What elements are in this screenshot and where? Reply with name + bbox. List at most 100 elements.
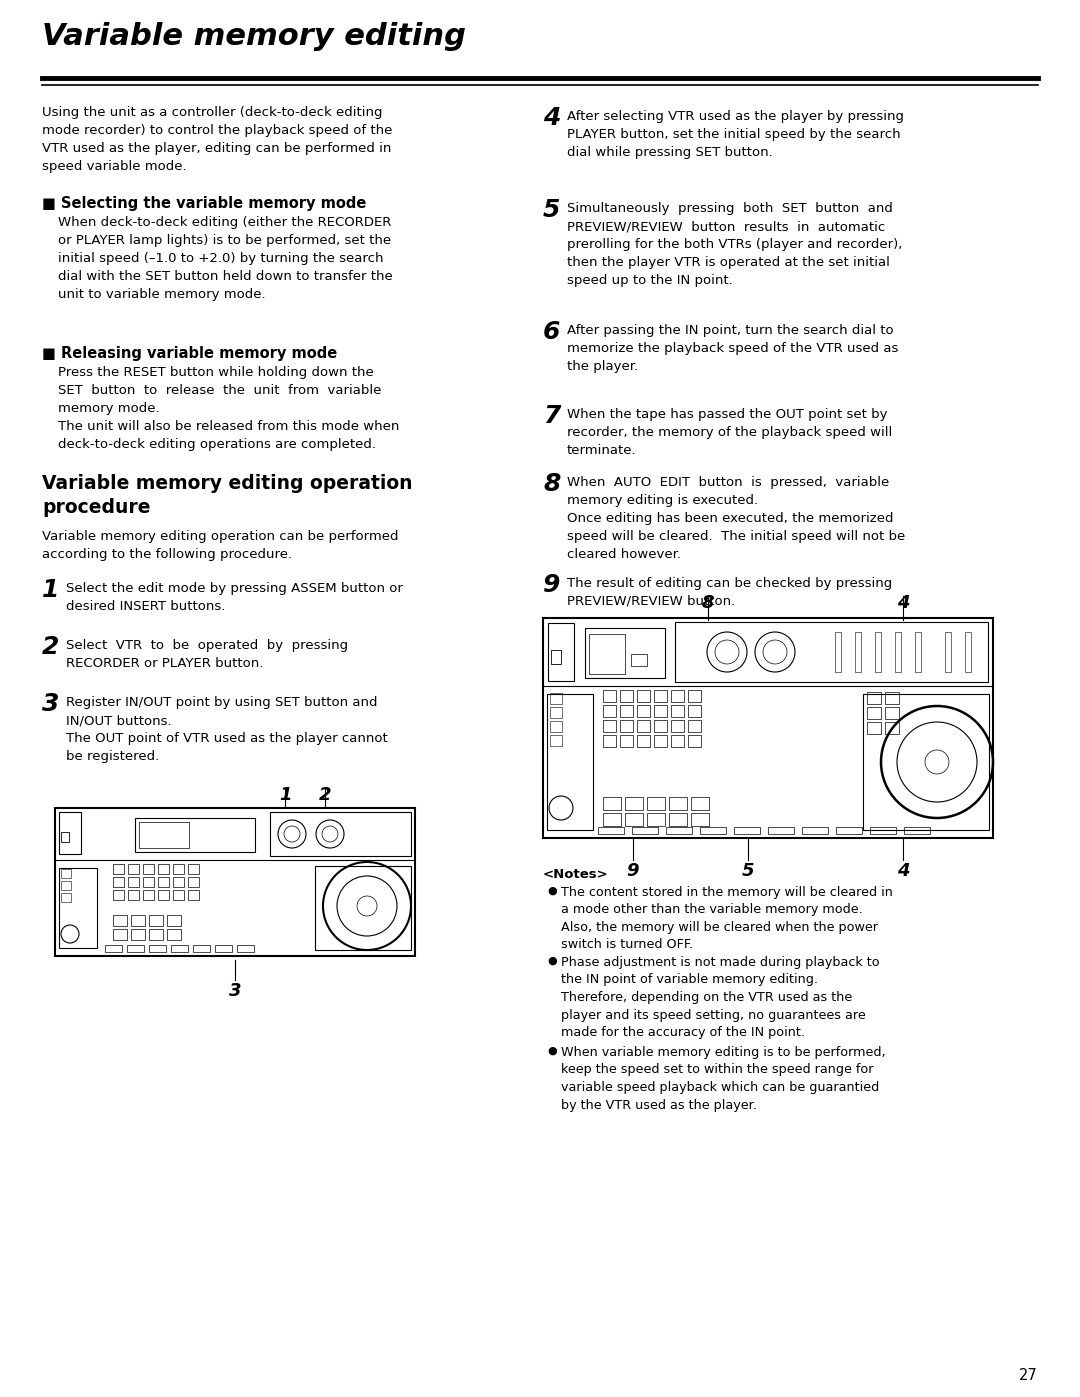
Bar xyxy=(867,707,881,719)
Bar xyxy=(59,812,81,854)
Bar xyxy=(904,827,930,834)
Text: 4: 4 xyxy=(896,594,909,612)
Bar xyxy=(173,890,184,900)
Bar xyxy=(885,692,899,704)
Bar xyxy=(131,929,145,940)
Text: Simultaneously  pressing  both  SET  button  and
PREVIEW/REVIEW  button  results: Simultaneously pressing both SET button … xyxy=(567,203,903,286)
Text: After selecting VTR used as the player by pressing
PLAYER button, set the initia: After selecting VTR used as the player b… xyxy=(567,110,904,159)
Bar xyxy=(647,798,665,810)
Bar xyxy=(863,694,989,830)
Bar xyxy=(637,719,650,732)
Bar xyxy=(143,863,154,875)
Bar xyxy=(149,915,163,926)
Bar xyxy=(548,623,573,680)
Bar xyxy=(945,631,951,672)
Bar xyxy=(625,798,643,810)
Bar xyxy=(113,863,124,875)
Text: 4: 4 xyxy=(543,106,561,130)
Bar xyxy=(671,735,684,747)
Bar xyxy=(60,869,71,877)
Text: 27: 27 xyxy=(1020,1368,1038,1383)
Bar xyxy=(620,690,633,703)
Bar xyxy=(598,827,624,834)
Text: 9: 9 xyxy=(543,573,561,597)
Bar xyxy=(546,694,593,830)
Bar xyxy=(867,722,881,733)
Bar xyxy=(870,827,896,834)
Bar xyxy=(620,719,633,732)
Bar xyxy=(647,813,665,826)
Bar xyxy=(60,893,71,902)
Bar xyxy=(188,890,199,900)
Text: 1: 1 xyxy=(42,578,59,602)
Text: ●: ● xyxy=(546,1046,557,1056)
Bar xyxy=(603,690,616,703)
Bar xyxy=(171,944,188,951)
Bar xyxy=(105,944,122,951)
Bar xyxy=(149,929,163,940)
Bar xyxy=(589,634,625,673)
Bar xyxy=(654,719,667,732)
Text: ●: ● xyxy=(546,956,557,965)
Bar xyxy=(669,813,687,826)
Bar xyxy=(625,813,643,826)
Text: Register IN/OUT point by using SET button and
IN/OUT buttons.
The OUT point of V: Register IN/OUT point by using SET butto… xyxy=(66,696,388,763)
Bar xyxy=(675,622,988,682)
Bar xyxy=(603,813,621,826)
Bar xyxy=(550,693,562,704)
Text: Variable memory editing operation
procedure: Variable memory editing operation proced… xyxy=(42,474,413,517)
Bar xyxy=(188,877,199,887)
Bar xyxy=(855,631,861,672)
Text: ■ Selecting the variable memory mode: ■ Selecting the variable memory mode xyxy=(42,196,366,211)
Bar xyxy=(55,807,415,956)
Bar xyxy=(550,707,562,718)
Bar xyxy=(167,929,181,940)
Text: 3: 3 xyxy=(42,692,59,717)
Bar xyxy=(691,798,708,810)
Bar xyxy=(113,915,127,926)
Bar xyxy=(158,877,168,887)
Bar xyxy=(915,631,921,672)
Bar xyxy=(632,827,658,834)
Bar xyxy=(543,617,993,838)
Bar xyxy=(666,827,692,834)
Bar xyxy=(671,719,684,732)
Bar xyxy=(671,705,684,717)
Bar xyxy=(669,798,687,810)
Bar xyxy=(637,690,650,703)
Bar xyxy=(603,719,616,732)
Bar xyxy=(603,798,621,810)
Bar xyxy=(734,827,760,834)
Bar xyxy=(127,944,144,951)
Bar xyxy=(654,735,667,747)
Bar xyxy=(603,705,616,717)
Text: Select the edit mode by pressing ASSEM button or
desired INSERT buttons.: Select the edit mode by pressing ASSEM b… xyxy=(66,583,403,613)
Bar xyxy=(620,735,633,747)
Text: The content stored in the memory will be cleared in
a mode other than the variab: The content stored in the memory will be… xyxy=(561,886,893,951)
Bar xyxy=(315,866,411,950)
Text: Using the unit as a controller (deck-to-deck editing
mode recorder) to control t: Using the unit as a controller (deck-to-… xyxy=(42,106,392,173)
Bar xyxy=(688,690,701,703)
Bar xyxy=(131,915,145,926)
Bar xyxy=(270,812,411,856)
Bar xyxy=(173,877,184,887)
Bar xyxy=(193,944,210,951)
Bar xyxy=(654,690,667,703)
Bar xyxy=(129,877,139,887)
Text: The result of editing can be checked by pressing
PREVIEW/REVIEW button.: The result of editing can be checked by … xyxy=(567,577,892,608)
Bar xyxy=(603,735,616,747)
Bar xyxy=(585,629,665,678)
Bar xyxy=(129,890,139,900)
Bar xyxy=(654,705,667,717)
Text: 1: 1 xyxy=(279,787,292,805)
Bar xyxy=(135,819,255,852)
Bar xyxy=(143,877,154,887)
Bar xyxy=(113,877,124,887)
Bar xyxy=(188,863,199,875)
Bar xyxy=(550,721,562,732)
Text: ●: ● xyxy=(546,886,557,895)
Text: 8: 8 xyxy=(543,472,561,496)
Text: 2: 2 xyxy=(319,787,332,805)
Bar xyxy=(550,735,562,746)
Bar xyxy=(60,833,69,842)
